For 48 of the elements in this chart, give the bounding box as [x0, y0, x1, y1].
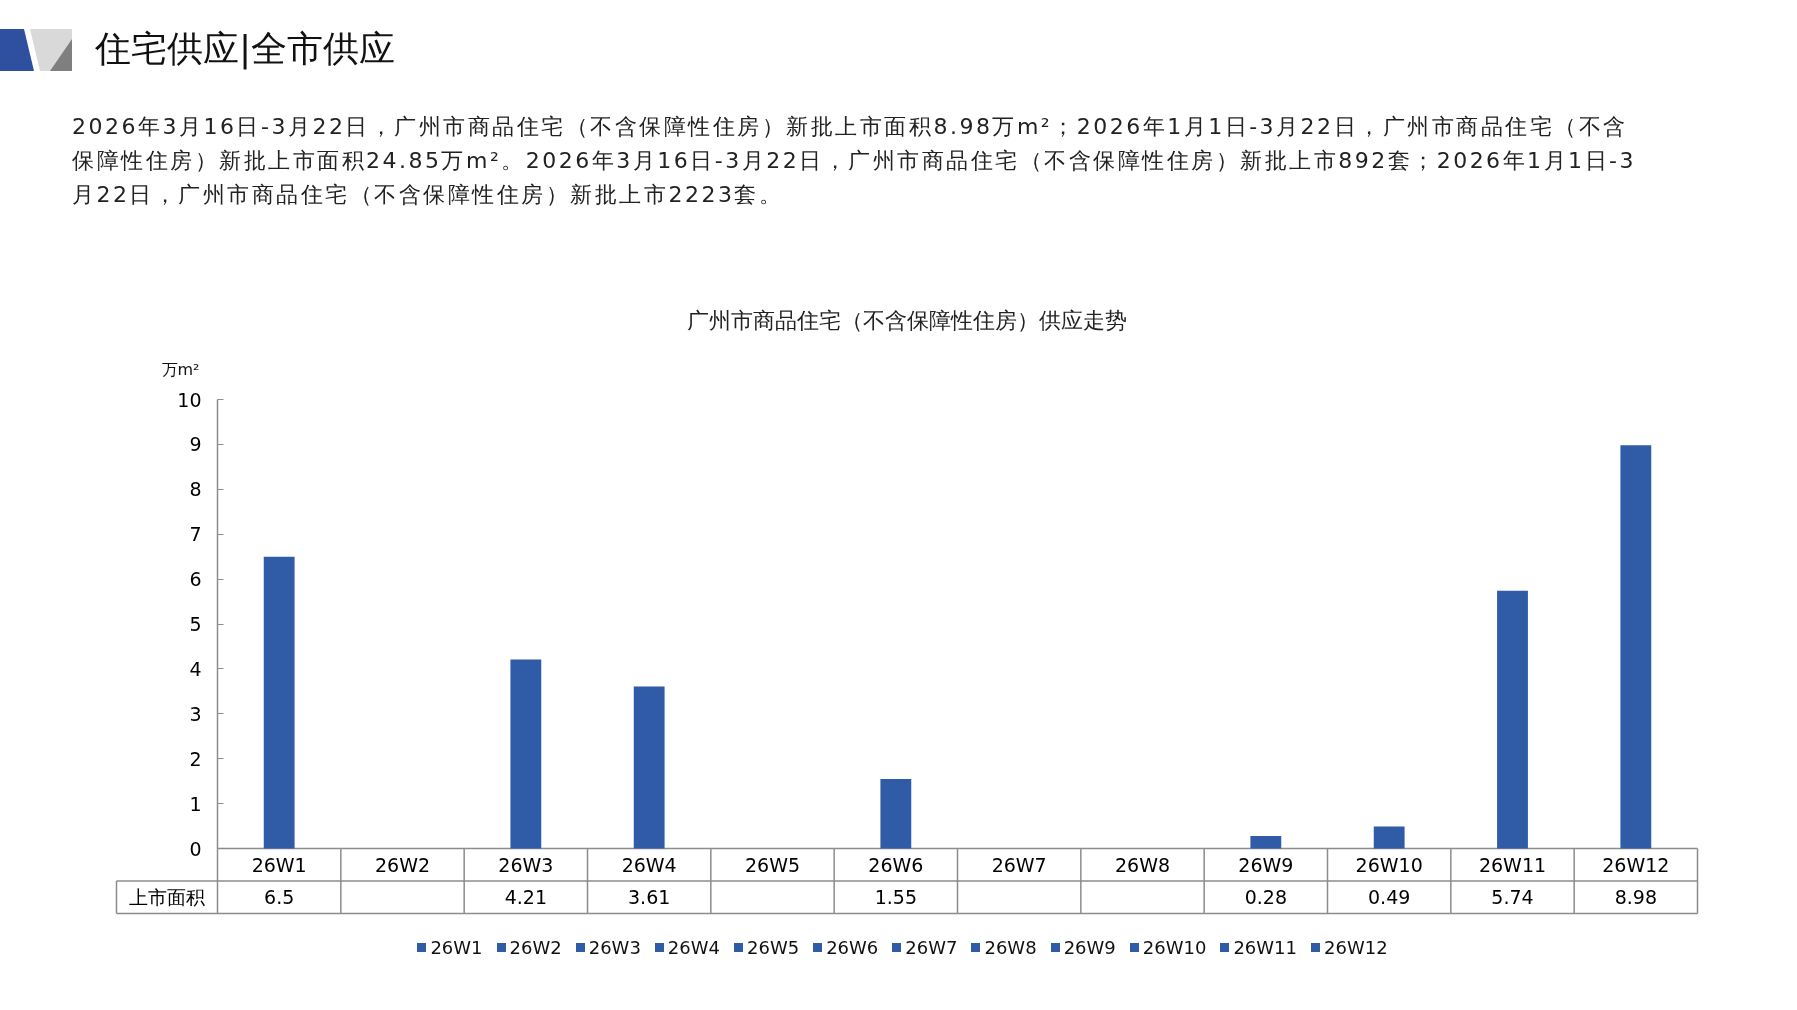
y-tick-label: 6 [189, 568, 202, 591]
text: 住宅供应|全市供应 [95, 27, 396, 72]
category-label: 26W12 [1324, 937, 1388, 959]
category-label: 26W10 [1142, 937, 1207, 959]
data-label: 0.49 [1368, 886, 1411, 909]
y-tick-label: 1 [189, 792, 202, 815]
category-label: 26W11 [1233, 937, 1297, 959]
category-label: 26W5 [747, 937, 800, 959]
category-label: 26W3 [588, 937, 641, 959]
category-label: 26W8 [984, 937, 1037, 959]
data-label: 5.74 [1491, 886, 1534, 909]
data-label: 3.61 [628, 886, 671, 909]
data-label: 8.98 [1614, 886, 1657, 909]
data-label: 4.21 [504, 886, 547, 909]
x-tick-label: 26W10 [1355, 853, 1423, 876]
x-tick-label: 26W8 [1114, 853, 1171, 876]
data-label: 1.55 [874, 886, 917, 909]
y-tick-label: 9 [189, 433, 202, 456]
x-tick-label: 26W7 [991, 853, 1047, 876]
chart-title: 广州市商品住宅（不含保障性住房）供应走势 [687, 307, 1127, 333]
category-label: 26W2 [509, 937, 562, 959]
y-tick-label: 5 [189, 613, 202, 635]
x-tick-label: 26W6 [868, 853, 924, 876]
y-tick-label: 10 [177, 388, 202, 411]
x-tick-label: 26W1 [251, 853, 307, 876]
x-tick-label: 26W11 [1478, 853, 1547, 876]
y-tick-label: 7 [189, 523, 202, 546]
x-tick-label: 26W12 [1602, 853, 1670, 876]
y-axis-title: 万m² [161, 359, 200, 379]
category-label: 26W6 [826, 937, 879, 959]
category-label: 26W1 [430, 937, 483, 959]
x-tick-label: 26W2 [374, 853, 431, 876]
y-tick-label: 0 [189, 837, 202, 860]
text: 2026年3月16日-3月22日，广州市商品住宅（不含保障性住房）新批上市面积8.98万m²；2026年1月1日-3月22日，广州市商品住宅（不含保障性住房）新批上市面积24.85万m²。2026年3月16日-3月22日，广州市商品住宅（不含保障性住房）新批上市892套；2026年1月1日-3月22日，广州市商品住宅（不含保障性住房）新批上市2223套。 [72, 113, 1638, 209]
category-label: 26W4 [667, 937, 720, 959]
x-tick-label: 26W4 [621, 853, 677, 876]
data-label: 6.5 [264, 886, 295, 909]
x-tick-label: 26W9 [1238, 853, 1294, 876]
category-label: 26W9 [1063, 937, 1116, 959]
y-tick-label: 8 [189, 478, 202, 501]
y-tick-label: 2 [189, 747, 202, 770]
y-tick-label: 3 [189, 702, 202, 725]
data-label: 0.28 [1244, 886, 1287, 909]
text: 上市面积 [129, 886, 205, 909]
x-tick-label: 26W3 [498, 853, 554, 876]
category-label: 26W7 [905, 937, 958, 959]
x-tick-label: 26W5 [744, 853, 801, 876]
y-tick-label: 4 [189, 657, 202, 680]
